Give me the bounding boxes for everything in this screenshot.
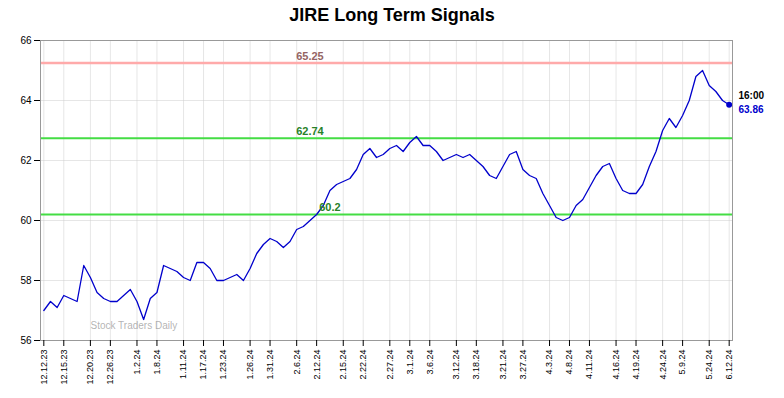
svg-text:Stock Traders Daily: Stock Traders Daily xyxy=(91,320,178,331)
svg-text:60.2: 60.2 xyxy=(319,201,340,213)
svg-text:1.2.24: 1.2.24 xyxy=(132,350,142,375)
svg-text:12.26.23: 12.26.23 xyxy=(105,350,115,385)
svg-text:12.12.23: 12.12.23 xyxy=(39,350,49,385)
svg-text:4.11.24: 4.11.24 xyxy=(584,350,594,379)
svg-text:2.6.24: 2.6.24 xyxy=(292,350,302,375)
svg-text:4.16.24: 4.16.24 xyxy=(611,350,621,380)
svg-text:65.25: 65.25 xyxy=(296,50,324,62)
svg-text:64: 64 xyxy=(20,95,32,106)
svg-text:4.8.24: 4.8.24 xyxy=(564,350,574,375)
svg-text:60: 60 xyxy=(20,215,32,226)
svg-text:1.31.24: 1.31.24 xyxy=(265,350,275,380)
svg-text:1.11.24: 1.11.24 xyxy=(178,350,188,379)
svg-text:4.3.24: 4.3.24 xyxy=(544,350,554,375)
svg-text:56: 56 xyxy=(20,335,32,346)
svg-text:3.18.24: 3.18.24 xyxy=(471,350,481,380)
svg-text:62.74: 62.74 xyxy=(296,125,324,137)
svg-text:58: 58 xyxy=(20,275,32,286)
svg-text:12.20.23: 12.20.23 xyxy=(85,350,95,385)
svg-text:2.27.24: 2.27.24 xyxy=(385,350,395,380)
svg-text:6.12.24: 6.12.24 xyxy=(724,350,734,380)
svg-text:16:00: 16:00 xyxy=(739,90,765,101)
svg-text:3.6.24: 3.6.24 xyxy=(425,350,435,375)
svg-text:2.12.24: 2.12.24 xyxy=(312,350,322,380)
svg-text:5.9.24: 5.9.24 xyxy=(677,350,687,375)
svg-text:1.8.24: 1.8.24 xyxy=(152,350,162,375)
svg-text:2.15.24: 2.15.24 xyxy=(338,350,348,380)
svg-text:3.12.24: 3.12.24 xyxy=(451,350,461,380)
svg-text:12.15.23: 12.15.23 xyxy=(59,350,69,385)
html-text:JIRE Long Term Signals: JIRE Long Term Signals xyxy=(289,5,495,25)
svg-text:62: 62 xyxy=(20,155,32,166)
svg-text:1.26.24: 1.26.24 xyxy=(245,350,255,380)
svg-text:2.22.24: 2.22.24 xyxy=(358,350,368,380)
svg-text:5.24.24: 5.24.24 xyxy=(704,350,714,380)
svg-text:66: 66 xyxy=(20,35,32,46)
svg-text:63.86: 63.86 xyxy=(739,104,764,115)
svg-text:4.24.24: 4.24.24 xyxy=(658,350,668,380)
svg-text:3.27.24: 3.27.24 xyxy=(518,350,528,380)
svg-text:1.23.24: 1.23.24 xyxy=(218,350,228,380)
svg-text:3.1.24: 3.1.24 xyxy=(405,350,415,375)
svg-text:3.21.24: 3.21.24 xyxy=(498,350,508,380)
svg-text:4.19.24: 4.19.24 xyxy=(631,350,641,380)
svg-text:1.17.24: 1.17.24 xyxy=(198,350,208,380)
